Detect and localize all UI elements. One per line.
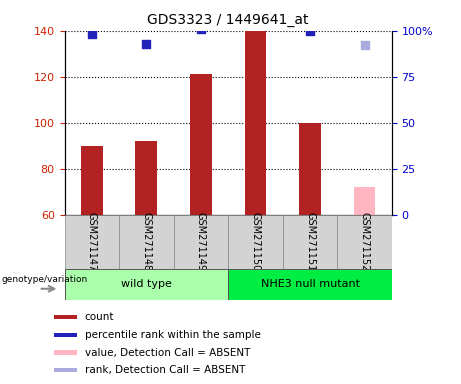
Text: wild type: wild type [121,279,172,289]
Bar [65,215,119,269]
Text: GSM271151: GSM271151 [305,212,315,271]
Point [88,31,95,38]
Bar [54,350,77,355]
Point [252,18,259,25]
Bar [136,141,157,215]
Text: GSM271148: GSM271148 [142,212,151,271]
Point [197,26,205,32]
Text: GSM271152: GSM271152 [360,212,370,271]
Bar [54,315,77,319]
Bar [174,215,228,269]
Text: GSM271150: GSM271150 [250,212,260,271]
Bar [81,146,103,215]
Text: value, Detection Call = ABSENT: value, Detection Call = ABSENT [85,348,250,358]
Text: genotype/variation: genotype/variation [1,275,88,284]
Bar [244,31,266,215]
Bar [354,187,375,215]
Text: NHE3 null mutant: NHE3 null mutant [260,279,360,289]
Text: GSM271147: GSM271147 [87,212,97,271]
Text: GSM271149: GSM271149 [196,212,206,271]
Text: count: count [85,312,114,322]
Text: percentile rank within the sample: percentile rank within the sample [85,330,260,340]
Bar [54,368,77,372]
Text: rank, Detection Call = ABSENT: rank, Detection Call = ABSENT [85,365,245,375]
Point [306,28,313,34]
Bar [119,215,174,269]
Point [142,41,150,47]
Bar [54,333,77,337]
Bar [65,269,228,300]
Title: GDS3323 / 1449641_at: GDS3323 / 1449641_at [148,13,309,27]
Bar [190,74,212,215]
Bar [299,123,321,215]
Point [361,42,368,48]
Bar [228,215,283,269]
Bar [228,269,392,300]
Bar [337,215,392,269]
Bar [283,215,337,269]
